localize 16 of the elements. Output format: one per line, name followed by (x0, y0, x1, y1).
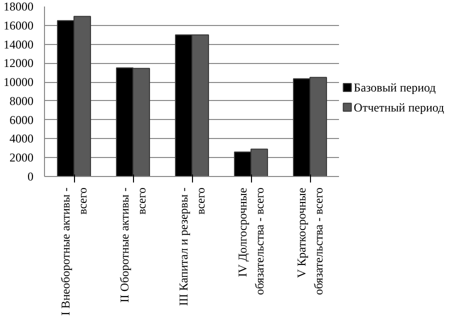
y-tick-label: 4000 (10, 132, 34, 146)
y-tick-label: 8000 (10, 94, 34, 108)
y-tick-label: 14000 (4, 37, 34, 52)
x-tick-label: III Капитал и резервы - всего (176, 187, 208, 306)
y-tick-label: 2000 (10, 150, 34, 165)
y-tick-label: 10000 (4, 75, 34, 90)
y-tick-label: 6000 (10, 112, 34, 127)
x-tick-label: IV Долгосрочные обязательства - всего (236, 188, 266, 296)
legend-label: Отчетный период (354, 100, 444, 114)
legend-label: Базовый период (354, 80, 436, 94)
y-tick-label: 16000 (4, 18, 34, 32)
x-tick-label: II Оборотные активы - всего (118, 187, 148, 303)
x-tick-label: I Внеоборотные активы - всего (58, 187, 90, 316)
y-tick-label: 12000 (4, 56, 34, 70)
y-tick-label: 18000 (4, 0, 34, 14)
y-tick-label: 0 (28, 170, 34, 184)
